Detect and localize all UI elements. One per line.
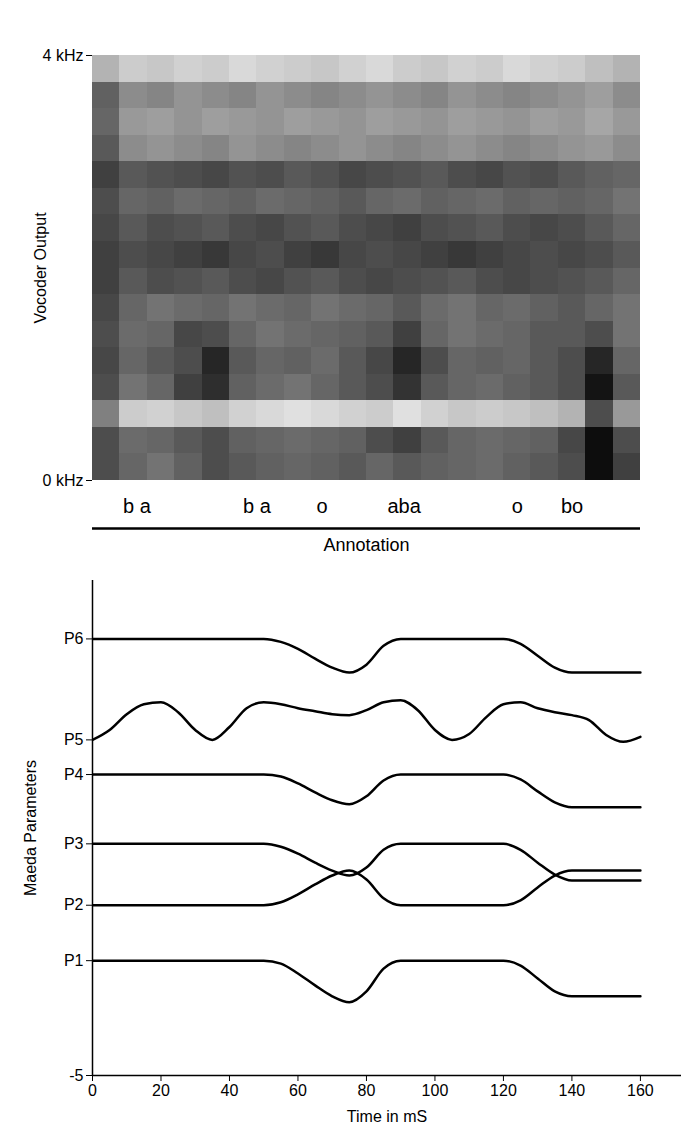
svg-text:P4: P4 <box>64 766 84 783</box>
svg-text:100: 100 <box>422 1082 449 1099</box>
svg-text:40: 40 <box>221 1082 239 1099</box>
svg-text:P5: P5 <box>64 731 84 748</box>
svg-text:120: 120 <box>490 1082 517 1099</box>
svg-text:P3: P3 <box>64 835 84 852</box>
svg-text:140: 140 <box>559 1082 586 1099</box>
svg-text:4 kHz: 4 kHz <box>43 47 84 64</box>
svg-text:o: o <box>316 495 327 517</box>
svg-text:aba: aba <box>387 495 421 517</box>
svg-text:60: 60 <box>289 1082 307 1099</box>
svg-text:80: 80 <box>358 1082 376 1099</box>
svg-text:Maeda Parameters: Maeda Parameters <box>22 760 39 896</box>
svg-text:0: 0 <box>88 1082 97 1099</box>
svg-text:o: o <box>512 495 523 517</box>
svg-text:bo: bo <box>561 495 583 517</box>
svg-text:20: 20 <box>152 1082 170 1099</box>
svg-text:0 kHz: 0 kHz <box>43 472 84 489</box>
svg-text:Time in mS: Time in mS <box>347 1108 427 1125</box>
svg-text:Annotation: Annotation <box>323 535 409 555</box>
svg-text:b a: b a <box>123 495 152 517</box>
svg-text:b a: b a <box>243 495 272 517</box>
svg-text:P1: P1 <box>64 952 84 969</box>
svg-text:P2: P2 <box>64 896 84 913</box>
svg-text:P6: P6 <box>64 630 84 647</box>
svg-text:Vocoder Output: Vocoder Output <box>32 212 49 324</box>
svg-text:-5: -5 <box>69 1067 83 1084</box>
svg-text:160: 160 <box>627 1082 654 1099</box>
